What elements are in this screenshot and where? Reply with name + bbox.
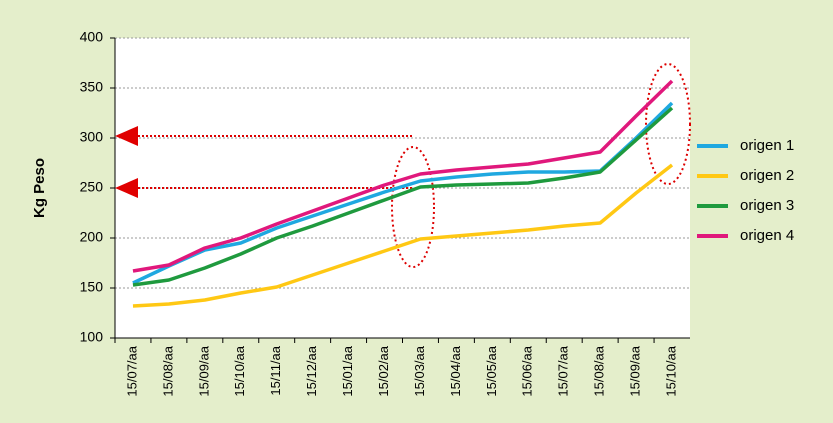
- y-axis-label: Kg Peso: [31, 158, 48, 218]
- y-tick-label: 150: [80, 279, 104, 295]
- series-line: [132, 79, 674, 273]
- x-tick-label: 15/10/aa: [232, 345, 247, 396]
- x-tick-label: 15/12/aa: [304, 345, 319, 396]
- highlight-ellipse: [391, 146, 435, 268]
- x-tick-label: 15/01/aa: [340, 345, 355, 396]
- x-tick-label: 15/04/aa: [448, 345, 463, 396]
- x-tick-label: 15/06/aa: [520, 345, 535, 396]
- y-tick-label: 200: [80, 229, 104, 245]
- legend-label: origen 4: [740, 227, 794, 244]
- highlight-ellipse: [645, 63, 691, 185]
- legend-label: origen 3: [740, 197, 794, 214]
- x-tick-label: 15/08/aa: [592, 345, 607, 396]
- x-tick-label: 15/07/aa: [556, 345, 571, 396]
- x-tick-label: 15/05/aa: [484, 345, 499, 396]
- series-line: [132, 106, 674, 287]
- y-tick-label: 400: [80, 29, 104, 45]
- reference-arrow: [115, 126, 138, 146]
- x-tick-label: 15/10/aa: [663, 345, 678, 396]
- x-tick-label: 15/02/aa: [376, 345, 391, 396]
- reference-arrow: [115, 178, 138, 198]
- y-tick-label: 350: [80, 79, 104, 95]
- x-tick-label: 15/07/aa: [124, 345, 139, 396]
- legend-label: origen 1: [740, 137, 794, 154]
- series-line: [132, 101, 674, 285]
- x-tick-label: 15/08/aa: [160, 345, 175, 396]
- legend-label: origen 2: [740, 167, 794, 184]
- y-tick-label: 250: [80, 179, 104, 195]
- y-tick-label: 300: [80, 129, 104, 145]
- x-tick-label: 15/09/aa: [628, 345, 643, 396]
- y-tick-label: 100: [80, 329, 104, 345]
- x-tick-label: 15/03/aa: [412, 345, 427, 396]
- x-tick-label: 15/09/aa: [196, 345, 211, 396]
- x-tick-label: 15/11/aa: [268, 345, 283, 395]
- series-line: [132, 163, 674, 308]
